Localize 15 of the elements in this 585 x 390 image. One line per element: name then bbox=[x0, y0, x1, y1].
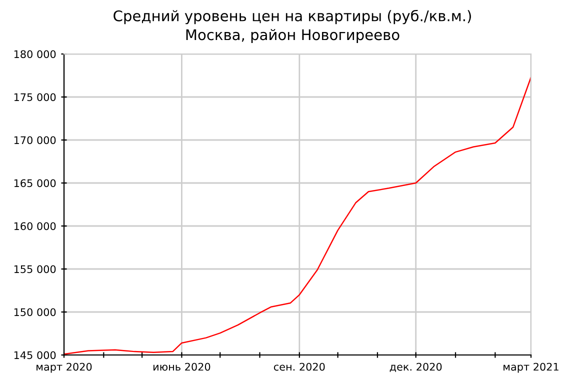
y-tick-label: 160 000 bbox=[14, 222, 56, 230]
y-tick-label: 155 000 bbox=[14, 265, 56, 274]
x-tick-label: сен. 2020 bbox=[274, 362, 325, 371]
y-tick-label: 165 000 bbox=[14, 179, 56, 188]
x-tick-label: март 2021 bbox=[504, 362, 558, 373]
y-tick-label: 145 000 bbox=[14, 351, 56, 360]
y-tick-label: 180 000 bbox=[14, 50, 56, 58]
x-tick-label: июнь 2020 bbox=[154, 362, 210, 371]
x-tick-label: март 2020 bbox=[36, 362, 92, 373]
chart-subtitle: Москва, район Новогиреево bbox=[186, 29, 400, 44]
y-tick-label: 170 000 bbox=[14, 136, 56, 144]
y-tick-label: 175 000 bbox=[14, 93, 56, 102]
y-tick-label: 150 000 bbox=[14, 308, 56, 316]
x-tick-label: дек. 2020 bbox=[390, 362, 442, 372]
chart-title: Средний уровень цен на квартиры (руб./кв.м.) bbox=[114, 10, 471, 24]
